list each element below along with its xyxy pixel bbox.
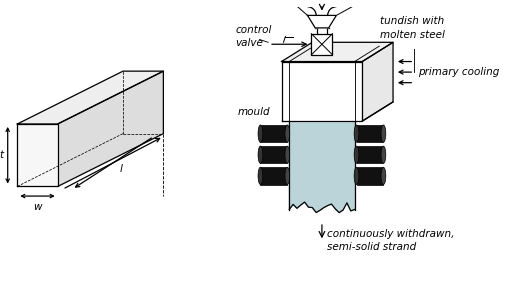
- Polygon shape: [17, 124, 57, 187]
- Text: tundish with
molten steel: tundish with molten steel: [380, 16, 444, 40]
- Text: w: w: [33, 202, 42, 212]
- Bar: [357, 125, 383, 142]
- Polygon shape: [282, 61, 362, 121]
- Bar: [261, 125, 287, 142]
- Ellipse shape: [354, 146, 359, 163]
- Bar: [311, 34, 332, 55]
- Bar: [261, 167, 287, 185]
- Text: continuously withdrawn,
semi-solid strand: continuously withdrawn, semi-solid stran…: [327, 229, 454, 252]
- Polygon shape: [362, 42, 393, 121]
- Text: control
valve: control valve: [235, 25, 272, 48]
- Text: t: t: [0, 150, 3, 160]
- Ellipse shape: [258, 167, 263, 185]
- Polygon shape: [57, 71, 163, 187]
- Polygon shape: [282, 42, 393, 61]
- Ellipse shape: [285, 167, 290, 185]
- Ellipse shape: [381, 125, 386, 142]
- Ellipse shape: [285, 146, 290, 163]
- Ellipse shape: [354, 167, 359, 185]
- Polygon shape: [307, 15, 337, 28]
- Ellipse shape: [381, 167, 386, 185]
- Ellipse shape: [258, 146, 263, 163]
- Text: primary cooling: primary cooling: [418, 67, 499, 77]
- Bar: [357, 167, 383, 185]
- Polygon shape: [289, 121, 354, 213]
- Bar: [357, 146, 383, 163]
- Ellipse shape: [354, 125, 359, 142]
- Text: mould: mould: [238, 106, 270, 117]
- Polygon shape: [17, 71, 163, 124]
- Text: l: l: [119, 164, 122, 174]
- Bar: [261, 146, 287, 163]
- Ellipse shape: [258, 125, 263, 142]
- Ellipse shape: [285, 125, 290, 142]
- Ellipse shape: [381, 146, 386, 163]
